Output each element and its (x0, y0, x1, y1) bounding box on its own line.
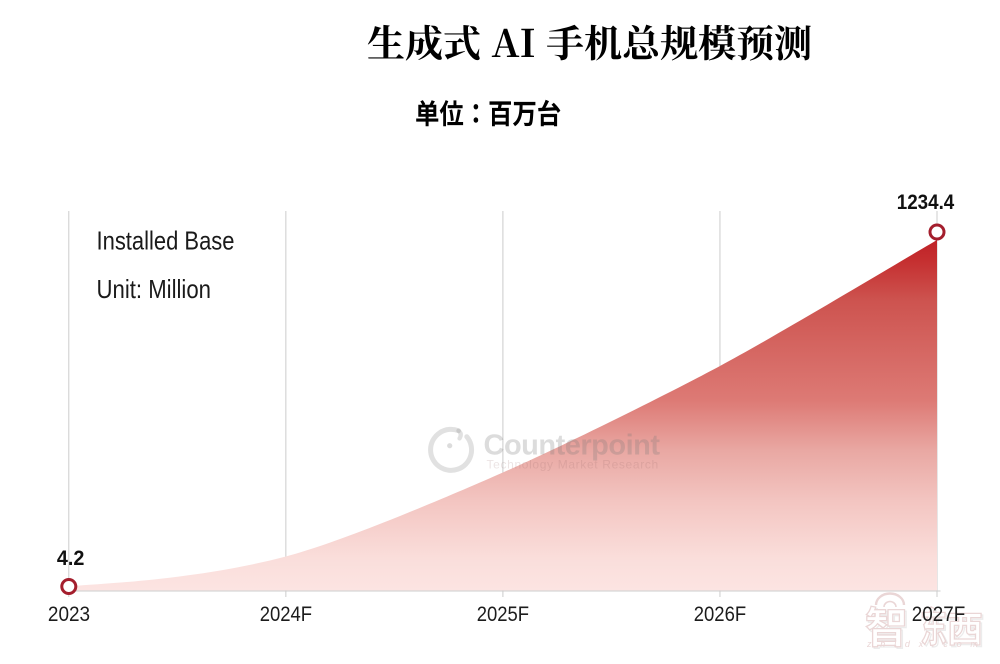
svg-text:Technology Market Research: Technology Market Research (487, 458, 659, 472)
svg-text:zhidx.com: zhidx.com (866, 639, 987, 649)
svg-text:2025F: 2025F (477, 602, 529, 626)
svg-text:2023: 2023 (48, 602, 90, 626)
svg-text:Unit: Million: Unit: Million (97, 274, 212, 304)
svg-text:Counterpoint: Counterpoint (484, 430, 661, 462)
svg-text:2026F: 2026F (694, 602, 746, 626)
svg-text:1234.4: 1234.4 (897, 190, 955, 214)
svg-text:2024F: 2024F (260, 602, 312, 626)
svg-text:Installed Base: Installed Base (97, 226, 235, 256)
svg-text:4.2: 4.2 (57, 546, 85, 570)
svg-text:2027F: 2027F (912, 602, 966, 626)
